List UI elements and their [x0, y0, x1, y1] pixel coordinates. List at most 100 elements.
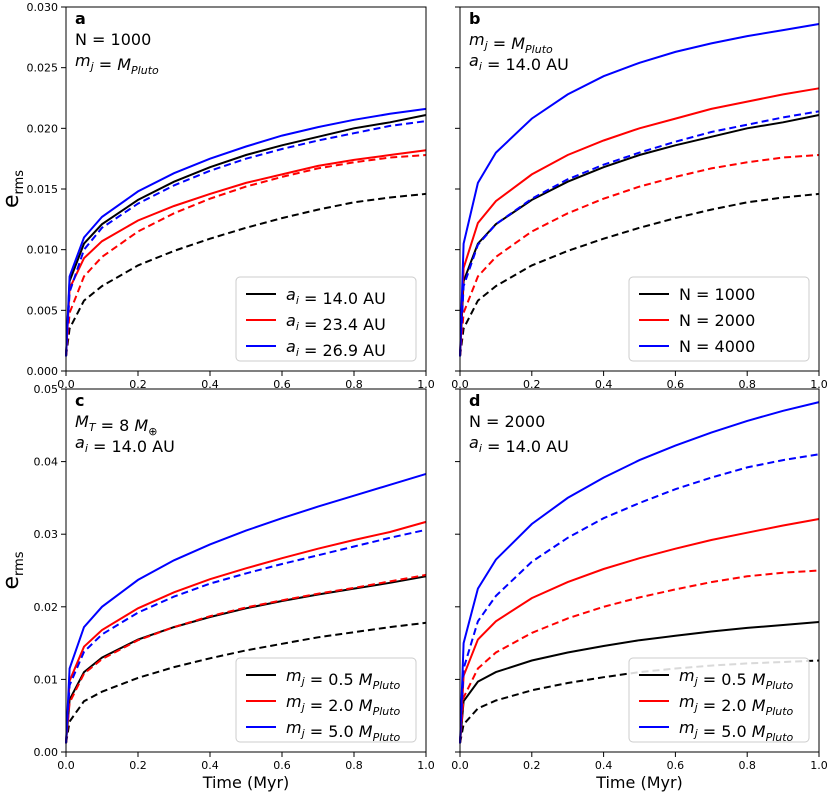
x-axis-label: Time (Myr): [202, 773, 290, 792]
legend-label: mj = 0.5 MPluto: [286, 666, 401, 692]
legend-box: [628, 276, 810, 362]
panel-annotation: ai = 14.0 AU: [75, 433, 175, 456]
panel-annotation: mj = MPluto: [75, 51, 159, 77]
series-line-dashed-3: [65, 192, 427, 357]
y-tick-label: 0.04: [34, 456, 59, 469]
legend-label: N = 2000: [679, 311, 755, 330]
series-line-solid-1: [65, 520, 427, 744]
panel-letter: d: [469, 391, 480, 410]
legend-label: mj = 2.0 MPluto: [286, 692, 401, 718]
legend-label: ai = 14.0 AU: [286, 285, 386, 308]
x-tick-label: 1.0: [417, 378, 435, 391]
x-tick-label: 0.2: [523, 759, 541, 772]
x-tick-label: 0.4: [201, 759, 219, 772]
x-tick-label: 0.2: [523, 378, 541, 391]
y-tick-label: 0.00: [34, 746, 59, 759]
x-tick-label: 0.0: [451, 378, 469, 391]
panel-letter: a: [75, 9, 86, 28]
legend-box: [235, 276, 417, 362]
panel-letter: c: [75, 391, 84, 410]
legend-box: [235, 657, 417, 743]
plot-frame: [65, 388, 427, 753]
y-tick-label: 0.025: [27, 62, 59, 75]
panel-annotation: N = 2000: [469, 412, 545, 431]
y-tick-label: 0.005: [27, 304, 59, 317]
x-tick-label: 0.6: [667, 759, 685, 772]
x-tick-label: 0.0: [57, 759, 75, 772]
series-line-solid-2: [459, 401, 820, 744]
panel-annotation: MT = 8 M⊕: [75, 412, 157, 438]
panel-annotation: ai = 14.0 AU: [469, 51, 569, 74]
x-tick-label: 0.4: [201, 378, 219, 391]
x-tick-label: 0.8: [345, 759, 363, 772]
panel-d: 0.0 0.2 0.4 0.6 0.8 1.0 Time (Myr) d N = 2000 ai …: [451, 388, 828, 792]
legend-label: mj = 5.0 MPluto: [286, 718, 401, 744]
x-tick-label: 0.6: [273, 759, 291, 772]
series-line-solid-1: [459, 87, 820, 357]
series-line-solid-0: [65, 114, 427, 357]
x-tick-label: 1.0: [810, 378, 828, 391]
x-tick-label: 0.2: [129, 759, 147, 772]
legend-label: N = 4000: [679, 337, 755, 356]
y-tick-label: 0.05: [34, 383, 59, 396]
series-line-dashed-5: [65, 120, 427, 357]
y-tick-label: 0.030: [27, 1, 59, 14]
panel-annotation: ai = 14.0 AU: [469, 433, 569, 456]
y-tick-label: 0.01: [34, 673, 59, 686]
series-line-solid-0: [459, 621, 820, 744]
x-tick-label: 0.2: [129, 378, 147, 391]
panel-letter: b: [469, 9, 480, 28]
x-tick-label: 0.8: [738, 378, 756, 391]
series-line-dashed-3: [459, 192, 820, 357]
series-line-dashed-4: [65, 154, 427, 357]
legend-label: mj = 0.5 MPluto: [679, 666, 794, 692]
legend-label: mj = 2.0 MPluto: [679, 692, 794, 718]
x-tick-label: 0.0: [57, 378, 75, 391]
legend-label: N = 1000: [679, 285, 755, 304]
panel-c: 0.0 0.2 0.4 0.6 0.8 1.0 0.00 0.01 0.02 0.03 0.04 0.…: [0, 383, 435, 792]
y-tick-label: 0.020: [27, 122, 59, 135]
x-tick-label: 0.4: [595, 759, 613, 772]
series-line-solid-1: [459, 518, 820, 744]
y-tick-label: 0.010: [27, 244, 59, 257]
series-line-dashed-3: [459, 659, 820, 744]
panel-annotation: mj = MPluto: [469, 30, 553, 56]
series-line-solid-1: [65, 149, 427, 357]
legend-label: mj = 5.0 MPluto: [679, 718, 794, 744]
x-tick-label: 0.0: [451, 759, 469, 772]
legend-label: ai = 26.9 AU: [286, 337, 386, 360]
series-line-solid-2: [65, 472, 427, 744]
panel-annotation: N = 1000: [75, 30, 151, 49]
series-line-dashed-4: [459, 154, 820, 357]
series-line-dashed-3: [65, 621, 427, 744]
series-line-solid-2: [65, 107, 427, 357]
panel-a: 0.0 0.2 0.4 0.6 0.8 1.0 0.000 0.005 0.010 0.015 0.…: [0, 1, 435, 391]
legend-box: [628, 657, 810, 743]
x-axis-label: Time (Myr): [595, 773, 683, 792]
y-tick-label: 0.03: [34, 528, 59, 541]
series-line-dashed-5: [459, 110, 820, 357]
y-tick-label: 0.015: [27, 183, 59, 196]
y-axis-label: erms: [0, 170, 27, 208]
legend: ai = 14.0 AU ai = 23.4 AU ai = 26.9 AU: [235, 276, 417, 362]
x-tick-label: 0.8: [738, 759, 756, 772]
series-line-solid-2: [459, 23, 820, 357]
y-axis-label: erms: [0, 551, 27, 589]
x-tick-label: 1.0: [417, 759, 435, 772]
series-line-dashed-5: [459, 453, 820, 744]
series-line-dashed-4: [459, 569, 820, 744]
legend: N = 1000 N = 2000 N = 4000: [628, 276, 810, 362]
x-tick-label: 0.6: [667, 378, 685, 391]
x-tick-label: 0.8: [345, 378, 363, 391]
x-tick-label: 0.4: [595, 378, 613, 391]
y-tick-label: 0.02: [34, 601, 59, 614]
series-line-dashed-5: [65, 528, 427, 744]
y-tick-label: 0.000: [27, 365, 59, 378]
series-line-dashed-4: [65, 573, 427, 744]
plot-frame: [459, 388, 820, 753]
x-tick-label: 1.0: [810, 759, 828, 772]
